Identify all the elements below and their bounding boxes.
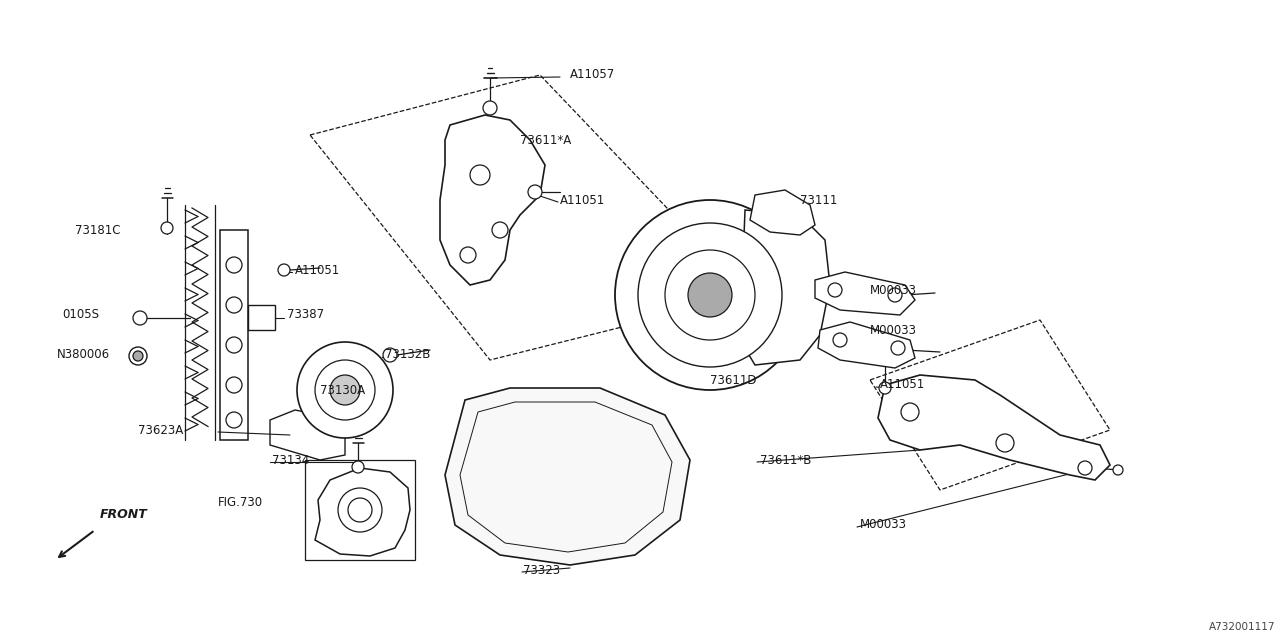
Text: M00033: M00033 <box>860 518 908 531</box>
Circle shape <box>278 264 291 276</box>
Circle shape <box>529 185 541 199</box>
Text: 73181C: 73181C <box>76 223 120 237</box>
Polygon shape <box>220 230 248 440</box>
Text: M00033: M00033 <box>870 284 916 296</box>
Text: 73611*B: 73611*B <box>760 454 812 467</box>
Circle shape <box>133 351 143 361</box>
Circle shape <box>637 223 782 367</box>
Circle shape <box>129 347 147 365</box>
Circle shape <box>227 412 242 428</box>
Text: A11051: A11051 <box>561 193 605 207</box>
Circle shape <box>689 273 732 317</box>
Text: 73132B: 73132B <box>385 349 430 362</box>
Circle shape <box>460 247 476 263</box>
Text: 73623A: 73623A <box>138 424 183 436</box>
Circle shape <box>227 337 242 353</box>
Polygon shape <box>740 210 829 365</box>
Circle shape <box>888 288 902 302</box>
Circle shape <box>996 434 1014 452</box>
Circle shape <box>901 403 919 421</box>
Polygon shape <box>878 375 1110 480</box>
Text: 0105S: 0105S <box>61 308 99 321</box>
Text: A11051: A11051 <box>881 378 925 392</box>
Circle shape <box>348 498 372 522</box>
Text: 73387: 73387 <box>287 308 324 321</box>
Circle shape <box>352 461 364 473</box>
Circle shape <box>614 200 805 390</box>
Polygon shape <box>315 468 410 556</box>
Circle shape <box>315 360 375 420</box>
Circle shape <box>492 222 508 238</box>
Circle shape <box>1114 465 1123 475</box>
Circle shape <box>666 250 755 340</box>
Polygon shape <box>305 460 415 560</box>
Text: 73111: 73111 <box>800 193 837 207</box>
Polygon shape <box>248 305 275 330</box>
Text: N380006: N380006 <box>58 349 110 362</box>
Polygon shape <box>815 272 915 315</box>
Circle shape <box>338 488 381 532</box>
Text: FIG.730: FIG.730 <box>218 497 264 509</box>
Circle shape <box>879 382 891 394</box>
Text: FRONT: FRONT <box>100 509 147 522</box>
Circle shape <box>483 101 497 115</box>
Circle shape <box>161 222 173 234</box>
Text: 73130A: 73130A <box>320 383 365 397</box>
Polygon shape <box>270 410 346 460</box>
Text: 73323: 73323 <box>524 563 561 577</box>
Circle shape <box>227 257 242 273</box>
Circle shape <box>833 333 847 347</box>
Text: A732001117: A732001117 <box>1208 622 1275 632</box>
Circle shape <box>470 165 490 185</box>
Polygon shape <box>440 115 545 285</box>
Circle shape <box>227 377 242 393</box>
Text: 73611*A: 73611*A <box>520 134 571 147</box>
Circle shape <box>133 311 147 325</box>
Circle shape <box>297 342 393 438</box>
Text: 73611D: 73611D <box>710 374 756 387</box>
Text: A11051: A11051 <box>294 264 340 276</box>
Circle shape <box>828 283 842 297</box>
Polygon shape <box>818 322 915 368</box>
Text: 73134: 73134 <box>273 454 310 467</box>
Circle shape <box>891 341 905 355</box>
Text: M00033: M00033 <box>870 323 916 337</box>
Circle shape <box>1078 461 1092 475</box>
Polygon shape <box>750 190 815 235</box>
Circle shape <box>383 348 397 362</box>
Circle shape <box>330 375 360 405</box>
Text: A11057: A11057 <box>570 68 616 81</box>
Polygon shape <box>445 388 690 565</box>
Circle shape <box>227 297 242 313</box>
